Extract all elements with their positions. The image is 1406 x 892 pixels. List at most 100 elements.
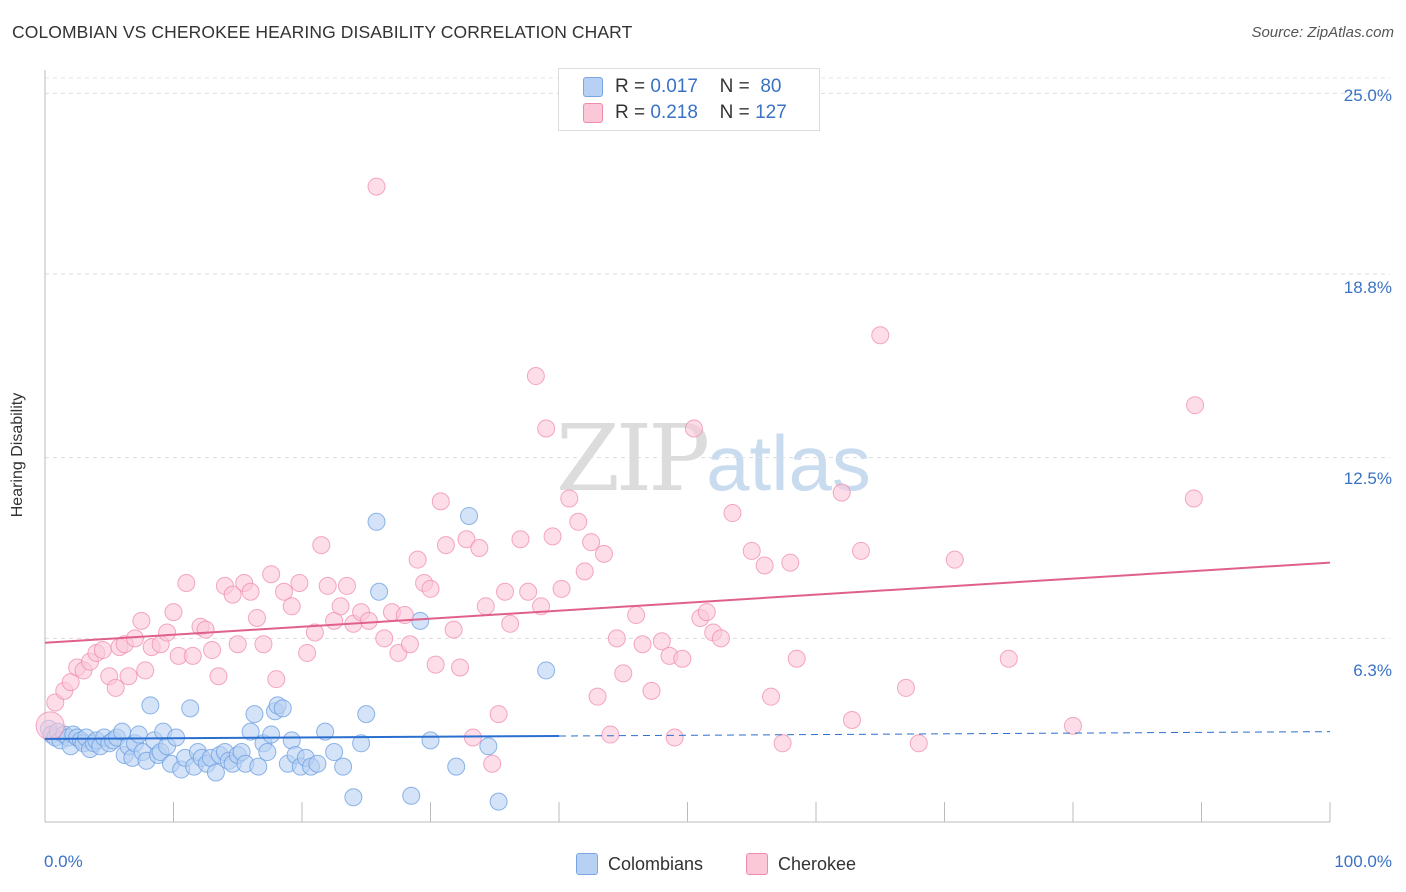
colombians-point (537, 661, 556, 680)
y-tick-label-18-8: 18.8% (1343, 278, 1392, 297)
cherokee-point (106, 678, 125, 697)
x-tick-label-max: 100.0% (1334, 852, 1392, 871)
cherokee-point (203, 641, 222, 660)
colombians-point (352, 734, 371, 753)
colombians-point (308, 754, 327, 773)
cherokee-point (762, 687, 781, 706)
colombians-trend-extension (558, 731, 1331, 737)
cherokee-point (787, 649, 806, 668)
bottom-legend-swatch-colombians (576, 853, 598, 875)
y-tick-label-25: 25.0% (1343, 86, 1392, 105)
cherokee-point (575, 562, 594, 581)
cherokee-point (851, 541, 870, 560)
cherokee-point (254, 635, 273, 654)
cherokee-point (909, 734, 928, 753)
colombians-point (249, 757, 268, 776)
cherokee-point (569, 512, 588, 531)
legend-r-value: 0.218 (650, 102, 698, 123)
cherokee-point (588, 687, 607, 706)
cherokee-point (594, 544, 613, 563)
bottom-legend-cherokee: Cherokee (746, 852, 856, 876)
legend-swatch-cherokee (583, 103, 603, 123)
cherokee-point (367, 177, 386, 196)
cherokee-point (476, 597, 495, 616)
cherokee-point (228, 635, 247, 654)
cherokee-point (896, 678, 915, 697)
colombians-point (262, 725, 281, 744)
cherokee-point (164, 603, 183, 622)
cherokee-point (773, 734, 792, 753)
cherokee-point (196, 620, 215, 639)
cherokee-point (496, 582, 515, 601)
cherokee-point (318, 576, 337, 595)
cherokee-point (337, 576, 356, 595)
bottom-legend-swatch-cherokee (746, 853, 768, 875)
colombians-point (129, 725, 148, 744)
cherokee-point (711, 629, 730, 648)
colombians-trend-line (44, 735, 560, 740)
colombians-point (370, 582, 389, 601)
legend-swatch-colombians (583, 77, 603, 97)
cherokee-point (132, 611, 151, 630)
cherokee-point (470, 539, 489, 558)
correlation-legend: R = 0.017 N = 80 R = 0.218 N = 127 (558, 68, 820, 131)
cherokee-point (93, 641, 112, 660)
cherokee-point (400, 635, 419, 654)
legend-r-value: 0.017 (650, 76, 698, 97)
legend-row-colombians: R = 0.017 N = 80 (583, 74, 781, 100)
colombians-point (447, 757, 466, 776)
cherokee-point (781, 553, 800, 572)
colombians-point (181, 699, 200, 718)
bottom-legend-label-cherokee: Cherokee (778, 853, 857, 874)
colombians-point (141, 696, 160, 715)
cherokee-point (697, 603, 716, 622)
cherokee-point (601, 725, 620, 744)
cherokee-point (665, 728, 684, 747)
cherokee-point (241, 582, 260, 601)
cherokee-point (832, 483, 851, 502)
chart-title: COLOMBIAN VS CHEROKEE HEARING DISABILITY… (12, 22, 633, 42)
cherokee-point (431, 492, 450, 511)
legend-r-label: R = (615, 102, 646, 123)
cherokee-point (312, 536, 331, 555)
cherokee-point (275, 582, 294, 601)
cherokee-point (871, 326, 890, 345)
legend-n-label: N = (719, 76, 750, 97)
cherokee-trend-line (44, 561, 1331, 644)
cherokee-point (267, 670, 286, 689)
cherokee-point (223, 585, 242, 604)
cherokee-point (519, 582, 538, 601)
cherokee-point (290, 573, 309, 592)
cherokee-point (673, 649, 692, 668)
cherokee-point (560, 489, 579, 508)
cherokee-point (436, 536, 455, 555)
cherokee-point (248, 608, 267, 627)
cherokee-point (945, 550, 964, 569)
colombians-point (325, 743, 344, 762)
legend-n-label: N = (719, 102, 750, 123)
cherokee-point (282, 597, 301, 616)
cherokee-point (359, 611, 378, 630)
colombians-point (411, 611, 430, 630)
cherokee-point (999, 649, 1018, 668)
colombians-point (489, 792, 508, 811)
cherokee-point (1184, 489, 1203, 508)
legend-n-value: 80 (760, 76, 782, 97)
cherokee-point (1186, 396, 1205, 415)
cherokee-point (842, 710, 861, 729)
cherokee-point (35, 711, 65, 741)
colombians-point (241, 722, 260, 741)
cherokee-point (614, 664, 633, 683)
cherokee-point (451, 658, 470, 677)
cherokee-point (742, 541, 761, 560)
cherokee-point (633, 635, 652, 654)
cherokee-point (262, 565, 281, 584)
cherokee-point (1064, 716, 1082, 735)
cherokee-point (489, 705, 508, 724)
cherokee-point (537, 419, 556, 438)
cherokee-point (755, 556, 774, 575)
cherokee-point (652, 632, 671, 651)
colombians-point (402, 786, 421, 805)
cherokee-point (136, 661, 155, 680)
